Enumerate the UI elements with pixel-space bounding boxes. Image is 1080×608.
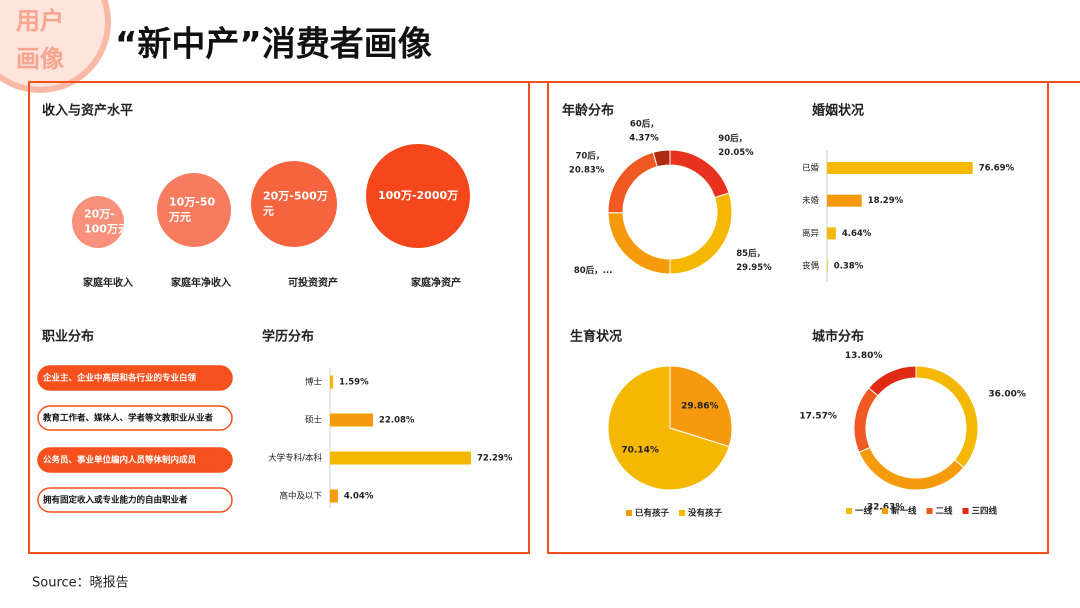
value-label: 4.64% xyxy=(842,229,872,239)
badge-line: 用户 xyxy=(16,7,64,35)
occupation-pill xyxy=(37,365,233,391)
legend-swatch xyxy=(846,508,852,514)
value-label: 29.86% xyxy=(681,402,719,412)
occupation-text: 公务员、事业单位编内人员等体制内成员 xyxy=(43,455,197,466)
category-label: 90后， xyxy=(718,133,747,144)
value-label: 29.95% xyxy=(736,263,772,273)
category-label: 高中及以下 xyxy=(279,491,322,502)
occupation-text: 企业主、企业中高层和各行业的专业白领 xyxy=(42,373,197,384)
value-label: 20.05% xyxy=(718,148,754,158)
value-label: 18.29% xyxy=(868,196,904,206)
page-title: “新中产”消费者画像 xyxy=(115,25,432,65)
chart-title: 城市分布 xyxy=(812,329,864,345)
legend-label: 三四线 xyxy=(972,506,998,517)
slice xyxy=(915,365,979,469)
value-label: 13.80% xyxy=(845,351,883,361)
slice xyxy=(868,365,917,397)
legend-label: 没有孩子 xyxy=(688,508,723,519)
circle-text: 万元 xyxy=(168,211,191,224)
section-title: 收入与资产水平 xyxy=(42,103,133,119)
circle-text: 20万-500万 xyxy=(263,190,328,203)
value-label: 20.83% xyxy=(569,165,605,175)
legend-swatch xyxy=(882,508,889,514)
chart-title: 生育状况 xyxy=(570,329,622,345)
slice xyxy=(858,446,965,491)
category-label: 硕士 xyxy=(305,415,323,426)
slice xyxy=(652,149,671,168)
income-circle xyxy=(366,144,470,248)
legend-swatch xyxy=(926,508,933,514)
legend-swatch xyxy=(679,510,686,516)
income-label: 家庭年净收入 xyxy=(171,276,231,289)
occupation-text: 教育工作者、媒体人、学者等文教职业从业者 xyxy=(42,413,214,424)
value-label: 4.37% xyxy=(629,133,659,143)
legend-label: 一线 xyxy=(855,506,873,517)
slice xyxy=(669,365,733,448)
bar xyxy=(330,375,334,389)
bar xyxy=(827,227,836,240)
badge-circle xyxy=(0,0,111,93)
category-label: 60后， xyxy=(630,118,659,129)
income-label: 家庭净资产 xyxy=(411,276,461,289)
value-label: 4.04% xyxy=(344,492,374,502)
category-label: 70后， xyxy=(575,150,604,161)
occupation-pill xyxy=(37,487,233,513)
legend-swatch xyxy=(626,510,632,516)
circle-text: 100万-2000万 xyxy=(378,189,458,202)
category-label: 丧偶 xyxy=(802,261,819,272)
slice xyxy=(607,365,730,491)
value-label: 72.29% xyxy=(477,454,513,464)
left-panel xyxy=(28,81,530,554)
value-label: 0.38% xyxy=(834,262,864,272)
legend-label: 新一线 xyxy=(891,506,917,517)
bar xyxy=(330,489,338,503)
category-label: 80后，... xyxy=(574,265,613,276)
category-label: 85后， xyxy=(736,248,765,259)
circle-text: 元 xyxy=(263,205,274,218)
occupation-text: 拥有固定收入或专业能力的自由职业者 xyxy=(43,495,188,506)
slice xyxy=(607,151,658,214)
slice xyxy=(669,192,733,275)
income-circle xyxy=(72,196,124,248)
value-label: 36.00% xyxy=(988,389,1026,399)
income-label: 家庭年收入 xyxy=(83,276,133,289)
right-panel xyxy=(547,81,1049,554)
income-circle xyxy=(251,161,337,247)
slice xyxy=(607,212,671,275)
legend-label: 已有孩子 xyxy=(635,508,670,519)
value-label: 17.57% xyxy=(799,411,837,421)
chart-title: 年龄分布 xyxy=(562,103,614,119)
income-circle xyxy=(157,173,231,247)
section-title: 职业分布 xyxy=(42,329,94,345)
circle-text: 100万元 xyxy=(84,223,129,236)
category-label: 已婚 xyxy=(802,163,820,174)
circle-text: 20万- xyxy=(84,208,115,221)
income-label: 可投资资产 xyxy=(288,276,338,289)
chart-title: 婚姻状况 xyxy=(812,103,864,119)
chart-title: 学历分布 xyxy=(262,329,314,345)
occupation-pill xyxy=(37,447,233,473)
category-label: 博士 xyxy=(305,377,323,388)
category-label: 离异 xyxy=(802,228,820,239)
slice xyxy=(853,387,879,453)
legend-label: 二线 xyxy=(936,506,954,517)
occupation-pill xyxy=(37,405,233,431)
legend-swatch xyxy=(962,508,969,514)
value-label: 76.69% xyxy=(979,164,1015,174)
bar xyxy=(330,451,471,465)
bar xyxy=(827,194,862,207)
value-label: 70.14% xyxy=(621,445,659,455)
bar xyxy=(827,162,973,174)
value-label: 32.63% xyxy=(867,503,905,513)
circle-text: 10万-50 xyxy=(169,196,216,209)
category-label: 未婚 xyxy=(802,195,820,206)
badge-line: 画像 xyxy=(16,45,65,73)
source: Source：晓报告 xyxy=(32,576,129,591)
value-label: 1.59% xyxy=(339,378,369,388)
category-label: 大学专科/本科 xyxy=(268,453,322,464)
bar xyxy=(330,413,374,427)
bar xyxy=(827,260,828,273)
value-label: 22.08% xyxy=(379,416,415,426)
